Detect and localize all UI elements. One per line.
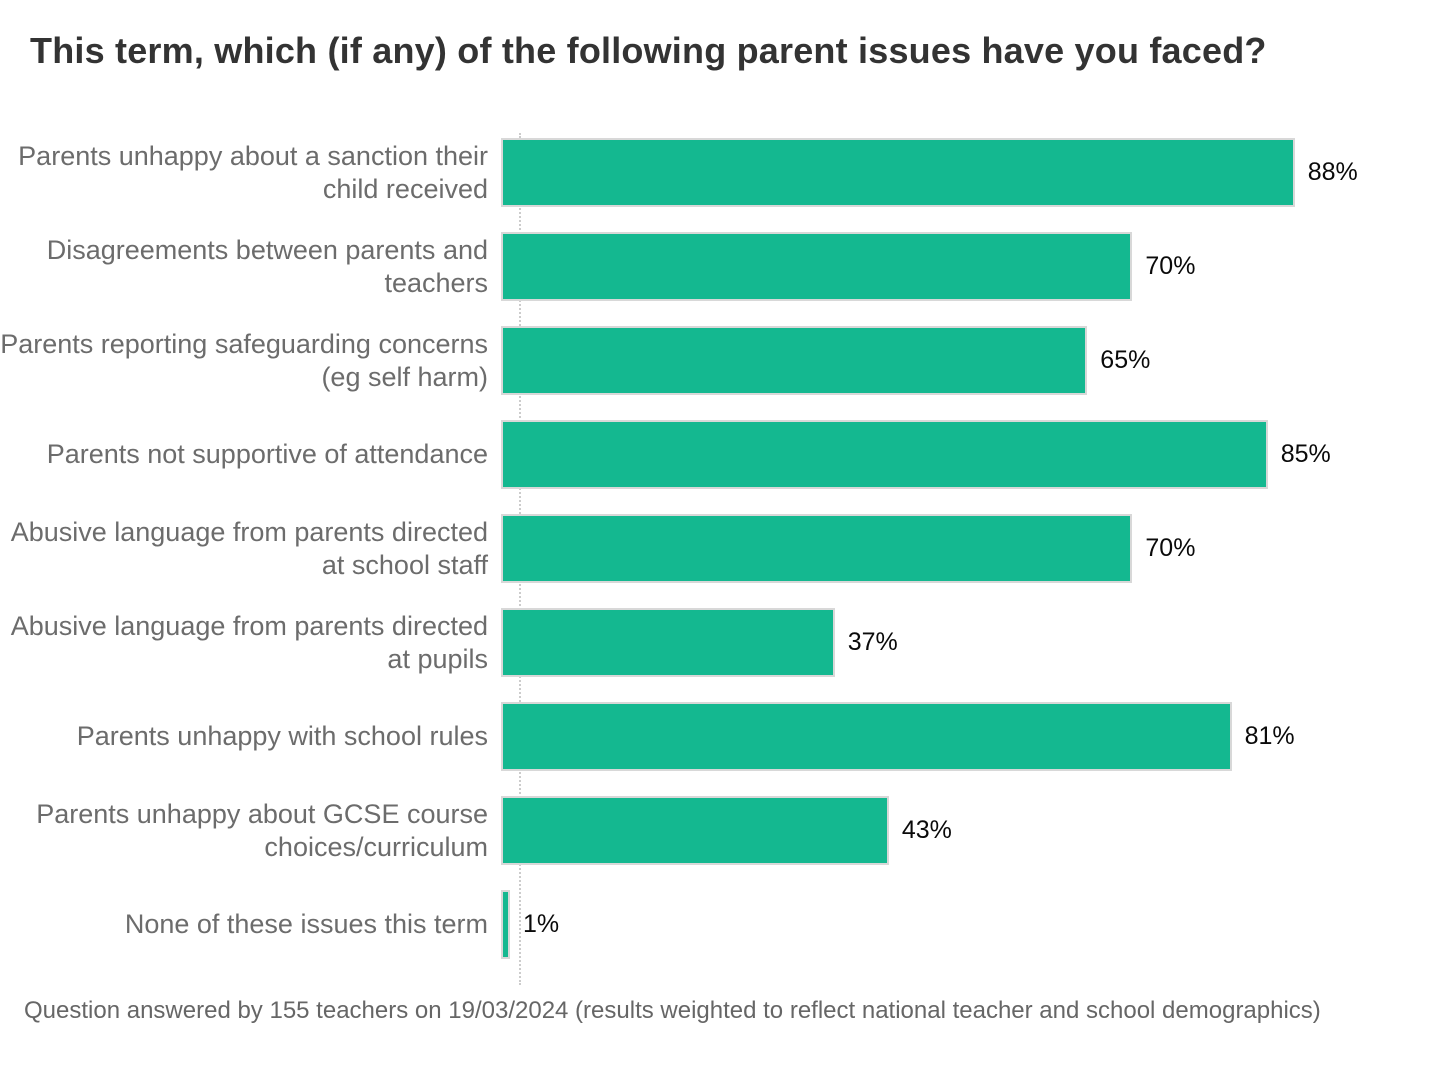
- category-label: Abusive language from parents directed a…: [10, 610, 488, 674]
- value-label: 37%: [847, 628, 898, 656]
- category-label: Parents unhappy with school rules: [76, 721, 488, 751]
- bar-area: 88%: [501, 138, 1403, 207]
- bar-row: Parents not supportive of attendance 85%: [0, 420, 1440, 489]
- value-label: 81%: [1244, 722, 1295, 750]
- category-label: Parents reporting safeguarding concerns …: [0, 328, 488, 392]
- value-label: 85%: [1280, 440, 1331, 468]
- chart-footnote: Question answered by 155 teachers on 19/…: [24, 997, 1321, 1024]
- value-label: 65%: [1100, 346, 1151, 374]
- bar-row: Parents unhappy about GCSE course choice…: [0, 796, 1440, 865]
- bar-area: 37%: [501, 608, 1403, 677]
- value-label: 70%: [1145, 534, 1196, 562]
- bar: [501, 796, 889, 865]
- bar-area: 81%: [501, 702, 1403, 771]
- value-label: 88%: [1307, 158, 1358, 186]
- category-label: Parents unhappy about GCSE course choice…: [36, 798, 488, 862]
- bar-row: Abusive language from parents directed a…: [0, 514, 1440, 583]
- bar: [501, 608, 835, 677]
- bar: [501, 138, 1295, 207]
- category-label: Abusive language from parents directed a…: [10, 516, 488, 580]
- bar-area: 43%: [501, 796, 1403, 865]
- value-label: 43%: [901, 816, 952, 844]
- bar-area: 85%: [501, 420, 1403, 489]
- bar-row: Parents unhappy about a sanction their c…: [0, 138, 1440, 207]
- bar: [501, 326, 1088, 395]
- bar-row: None of these issues this term 1%: [0, 890, 1440, 959]
- bar-area: 1%: [501, 890, 1403, 959]
- bar-row: Parents unhappy with school rules 81%: [0, 702, 1440, 771]
- bar: [501, 514, 1133, 583]
- category-label: Parents not supportive of attendance: [46, 439, 488, 469]
- bar-area: 70%: [501, 232, 1403, 301]
- bar: [501, 702, 1232, 771]
- value-label: 70%: [1145, 252, 1196, 280]
- bar: [501, 420, 1268, 489]
- bar-area: 70%: [501, 514, 1403, 583]
- bar: [501, 890, 511, 959]
- category-label: None of these issues this term: [124, 909, 488, 939]
- bar-area: 65%: [501, 326, 1403, 395]
- bar-rows-container: Parents unhappy about a sanction their c…: [0, 138, 1440, 959]
- bar-row: Parents reporting safeguarding concerns …: [0, 326, 1440, 395]
- bar-row: Disagreements between parents and teache…: [0, 232, 1440, 301]
- value-label: 1%: [523, 910, 560, 938]
- bar: [501, 232, 1133, 301]
- bar-row: Abusive language from parents directed a…: [0, 608, 1440, 677]
- category-label: Disagreements between parents and teache…: [46, 234, 488, 298]
- category-label: Parents unhappy about a sanction their c…: [18, 140, 488, 204]
- chart-title: This term, which (if any) of the followi…: [30, 30, 1267, 71]
- bar-chart: Parents unhappy about a sanction their c…: [0, 133, 1440, 985]
